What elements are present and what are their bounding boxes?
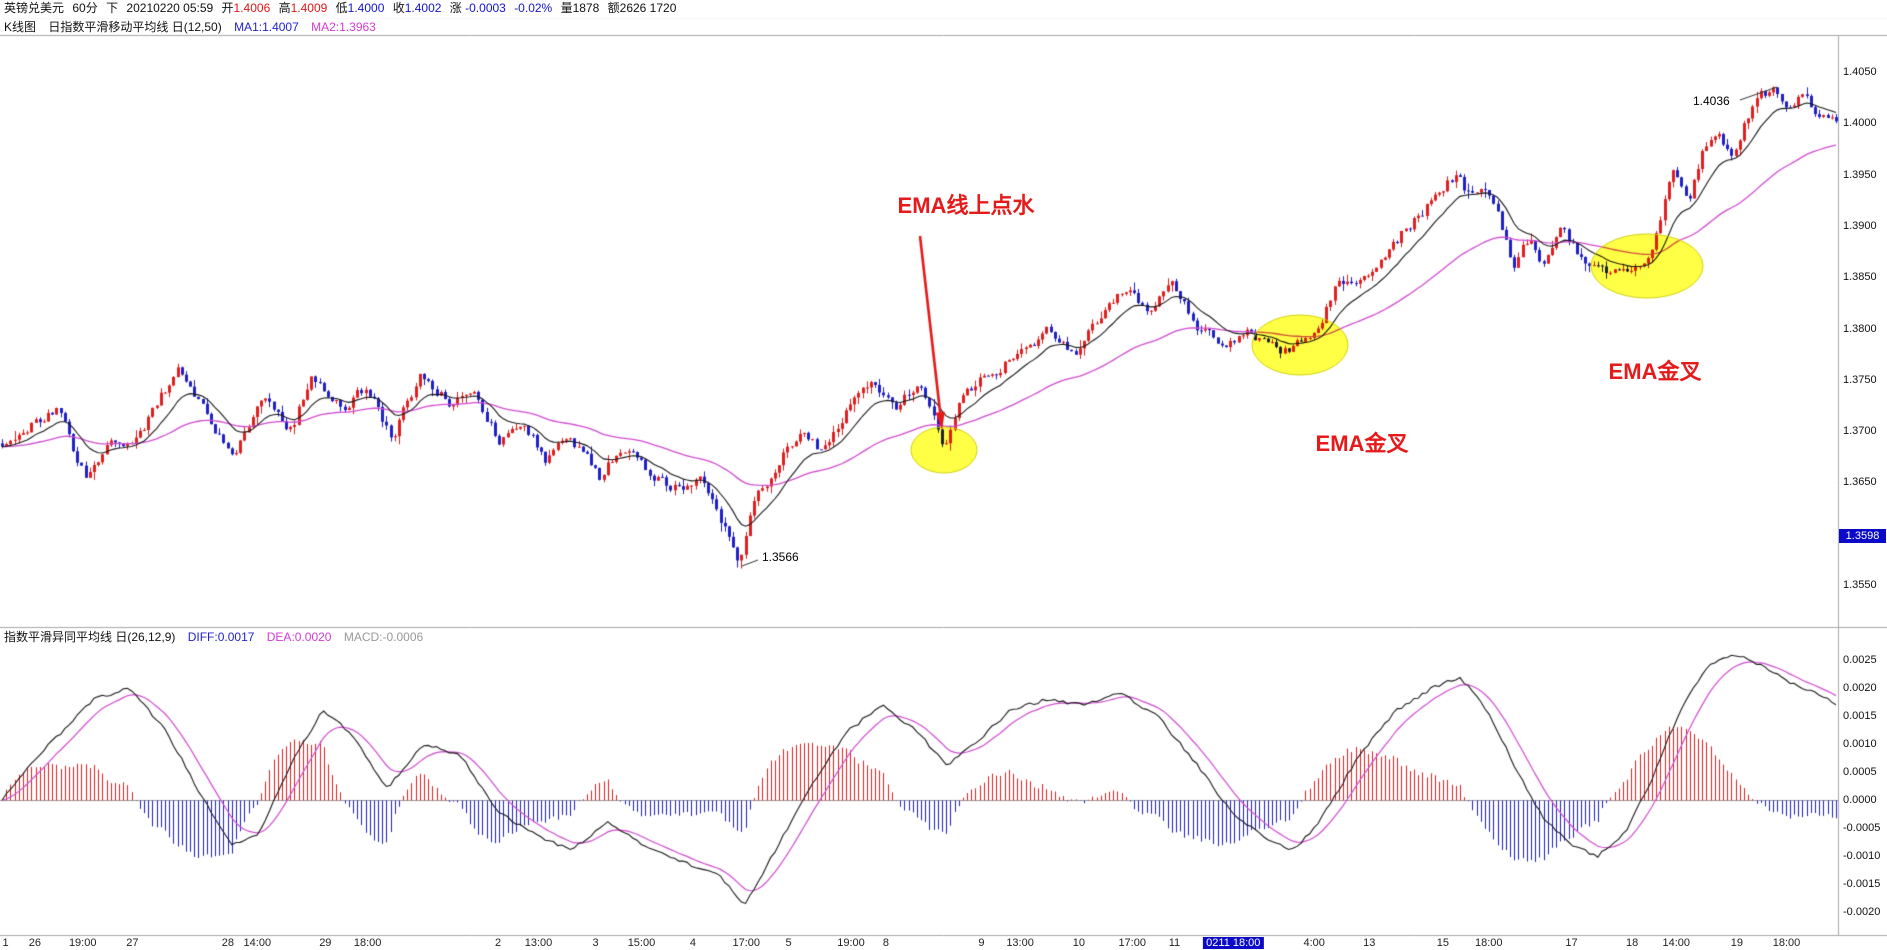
- time-label: 9: [978, 937, 985, 949]
- time-label: 18: [1626, 937, 1639, 949]
- time-label: 14:00: [1662, 937, 1691, 949]
- time-label: 18:00: [1772, 937, 1801, 949]
- annotation-golden-cross-2: EMA金叉: [1608, 359, 1702, 384]
- time-label: 13: [1363, 937, 1376, 949]
- change-value: -0.0003: [465, 1, 506, 15]
- macd-indicator-name: 指数平滑异同平均线 日(26,12,9): [4, 630, 176, 644]
- session-label: 下: [106, 1, 119, 15]
- last-price-tag: 1.3598: [1839, 528, 1886, 543]
- close-value: 1.4002: [404, 1, 442, 15]
- time-label: 4: [689, 937, 696, 949]
- macd-axis-label: 0.0020: [1843, 682, 1877, 694]
- price-axis-label: 1.4050: [1843, 66, 1877, 78]
- price-axis-label: 1.3700: [1843, 425, 1877, 438]
- macd-axis-label: -0.0020: [1843, 906, 1881, 918]
- kline-title: K线图: [4, 20, 37, 34]
- ma2-value: MA2:1.3963: [311, 20, 376, 34]
- period-label[interactable]: 60分: [72, 1, 98, 15]
- time-label: 19: [1730, 937, 1744, 949]
- time-label: 10: [1072, 937, 1086, 949]
- volume-value: 1878: [572, 1, 600, 15]
- price-axis-label: 1.3900: [1843, 219, 1877, 232]
- annotation-low-price: 1.3566: [762, 550, 799, 564]
- time-axis: 1 26 19:00 27 28 14:00 29 18:00 2 13:00 3 15:00 4 17:…: [0, 937, 1838, 950]
- dea-value: DEA:0.0020: [266, 630, 332, 644]
- macd-axis-label: -0.0015: [1843, 878, 1881, 890]
- macd-axis-label: 0.0005: [1843, 766, 1877, 778]
- time-label: 8: [882, 937, 889, 949]
- price-axis-label: 1.3650: [1843, 476, 1877, 489]
- annotation-golden-cross-1: EMA金叉: [1315, 431, 1409, 456]
- change-pct-value: -0.02%: [514, 1, 553, 15]
- time-label: 29: [319, 937, 332, 949]
- kline-header: K线图 日指数平滑移动平均线 日(12,50) MA1:1.4007 MA2:1…: [0, 19, 1887, 36]
- quote-datetime: 20210220 05:59: [126, 1, 214, 15]
- volume-label: 量: [560, 1, 573, 15]
- price-axis-label: 1.3850: [1843, 271, 1877, 284]
- high-value: 1.4009: [290, 1, 328, 15]
- time-label: 17:00: [1118, 937, 1146, 949]
- time-label: 5: [785, 937, 792, 949]
- kline-indicator-name: 日指数平滑移动平均线 日(12,50): [48, 20, 222, 34]
- time-label: 17:00: [732, 937, 760, 949]
- macd-header: 指数平滑异同平均线 日(26,12,9) DIFF:0.0017 DEA:0.0…: [0, 629, 1887, 646]
- time-label: 17: [1565, 937, 1578, 949]
- macd-axis-label: -0.0010: [1843, 850, 1881, 862]
- macd-axis-label: 0.0000: [1843, 794, 1877, 806]
- price-axis-label: 1.3950: [1843, 168, 1877, 181]
- time-label: 27: [126, 937, 139, 949]
- ma1-value: MA1:1.4007: [234, 20, 299, 34]
- amount-value: 2626 1720: [619, 1, 677, 15]
- symbol-name: 英镑兑美元: [4, 1, 65, 15]
- time-label: 26: [28, 937, 42, 949]
- time-label: 15:00: [627, 937, 656, 949]
- time-label: 3: [592, 937, 599, 949]
- time-label: 2: [495, 937, 502, 949]
- time-label-highlighted: 0211 18:00: [1203, 937, 1264, 949]
- annotation-high-price: 1.4036: [1693, 94, 1730, 108]
- time-label: 13:00: [1006, 937, 1034, 949]
- price-axis-label: 1.3750: [1843, 373, 1877, 386]
- amount-label: 额: [607, 1, 620, 15]
- time-label: 19:00: [68, 937, 97, 949]
- time-label: 18:00: [1475, 937, 1503, 949]
- macd-axis-labels: 0.0025 0.0020 0.0015 0.0010 0.0005 0.0000 -0.0…: [1839, 0, 1887, 950]
- price-axis-label: 1.3550: [1843, 579, 1877, 591]
- open-value: 1.4006: [233, 1, 271, 15]
- high-label: 高: [278, 1, 291, 15]
- macd-value: MACD:-0.0006: [343, 630, 424, 644]
- time-label: 4:00: [1303, 937, 1325, 949]
- macd-axis-label: -0.0005: [1843, 822, 1881, 834]
- time-label: 14:00: [243, 937, 272, 949]
- macd-axis-label: 0.0015: [1843, 710, 1877, 722]
- price-axis-label: 1.4000: [1843, 117, 1877, 130]
- macd-axis-label: 0.0010: [1843, 738, 1877, 750]
- time-label: 15: [1436, 937, 1449, 949]
- time-label: 19:00: [837, 937, 865, 949]
- price-axis-label: 1.3800: [1843, 322, 1877, 335]
- low-label: 低: [335, 1, 348, 15]
- change-label: 涨: [449, 1, 462, 15]
- quote-info-bar: 英镑兑美元 60分 下 20210220 05:59 开1.4006 高1.40…: [0, 0, 1887, 18]
- annotation-ema-dip: EMA线上点水: [897, 193, 1035, 218]
- time-label: 28: [221, 937, 235, 949]
- time-label: 18:00: [353, 937, 382, 949]
- diff-value: DIFF:0.0017: [187, 630, 255, 644]
- time-label: 11: [1168, 937, 1181, 949]
- time-label: 1: [2, 937, 9, 949]
- open-label: 开: [221, 1, 234, 15]
- low-value: 1.4000: [347, 1, 385, 15]
- close-label: 收: [392, 1, 405, 15]
- time-label: 13:00: [524, 937, 553, 949]
- macd-axis-label: 0.0025: [1843, 654, 1877, 666]
